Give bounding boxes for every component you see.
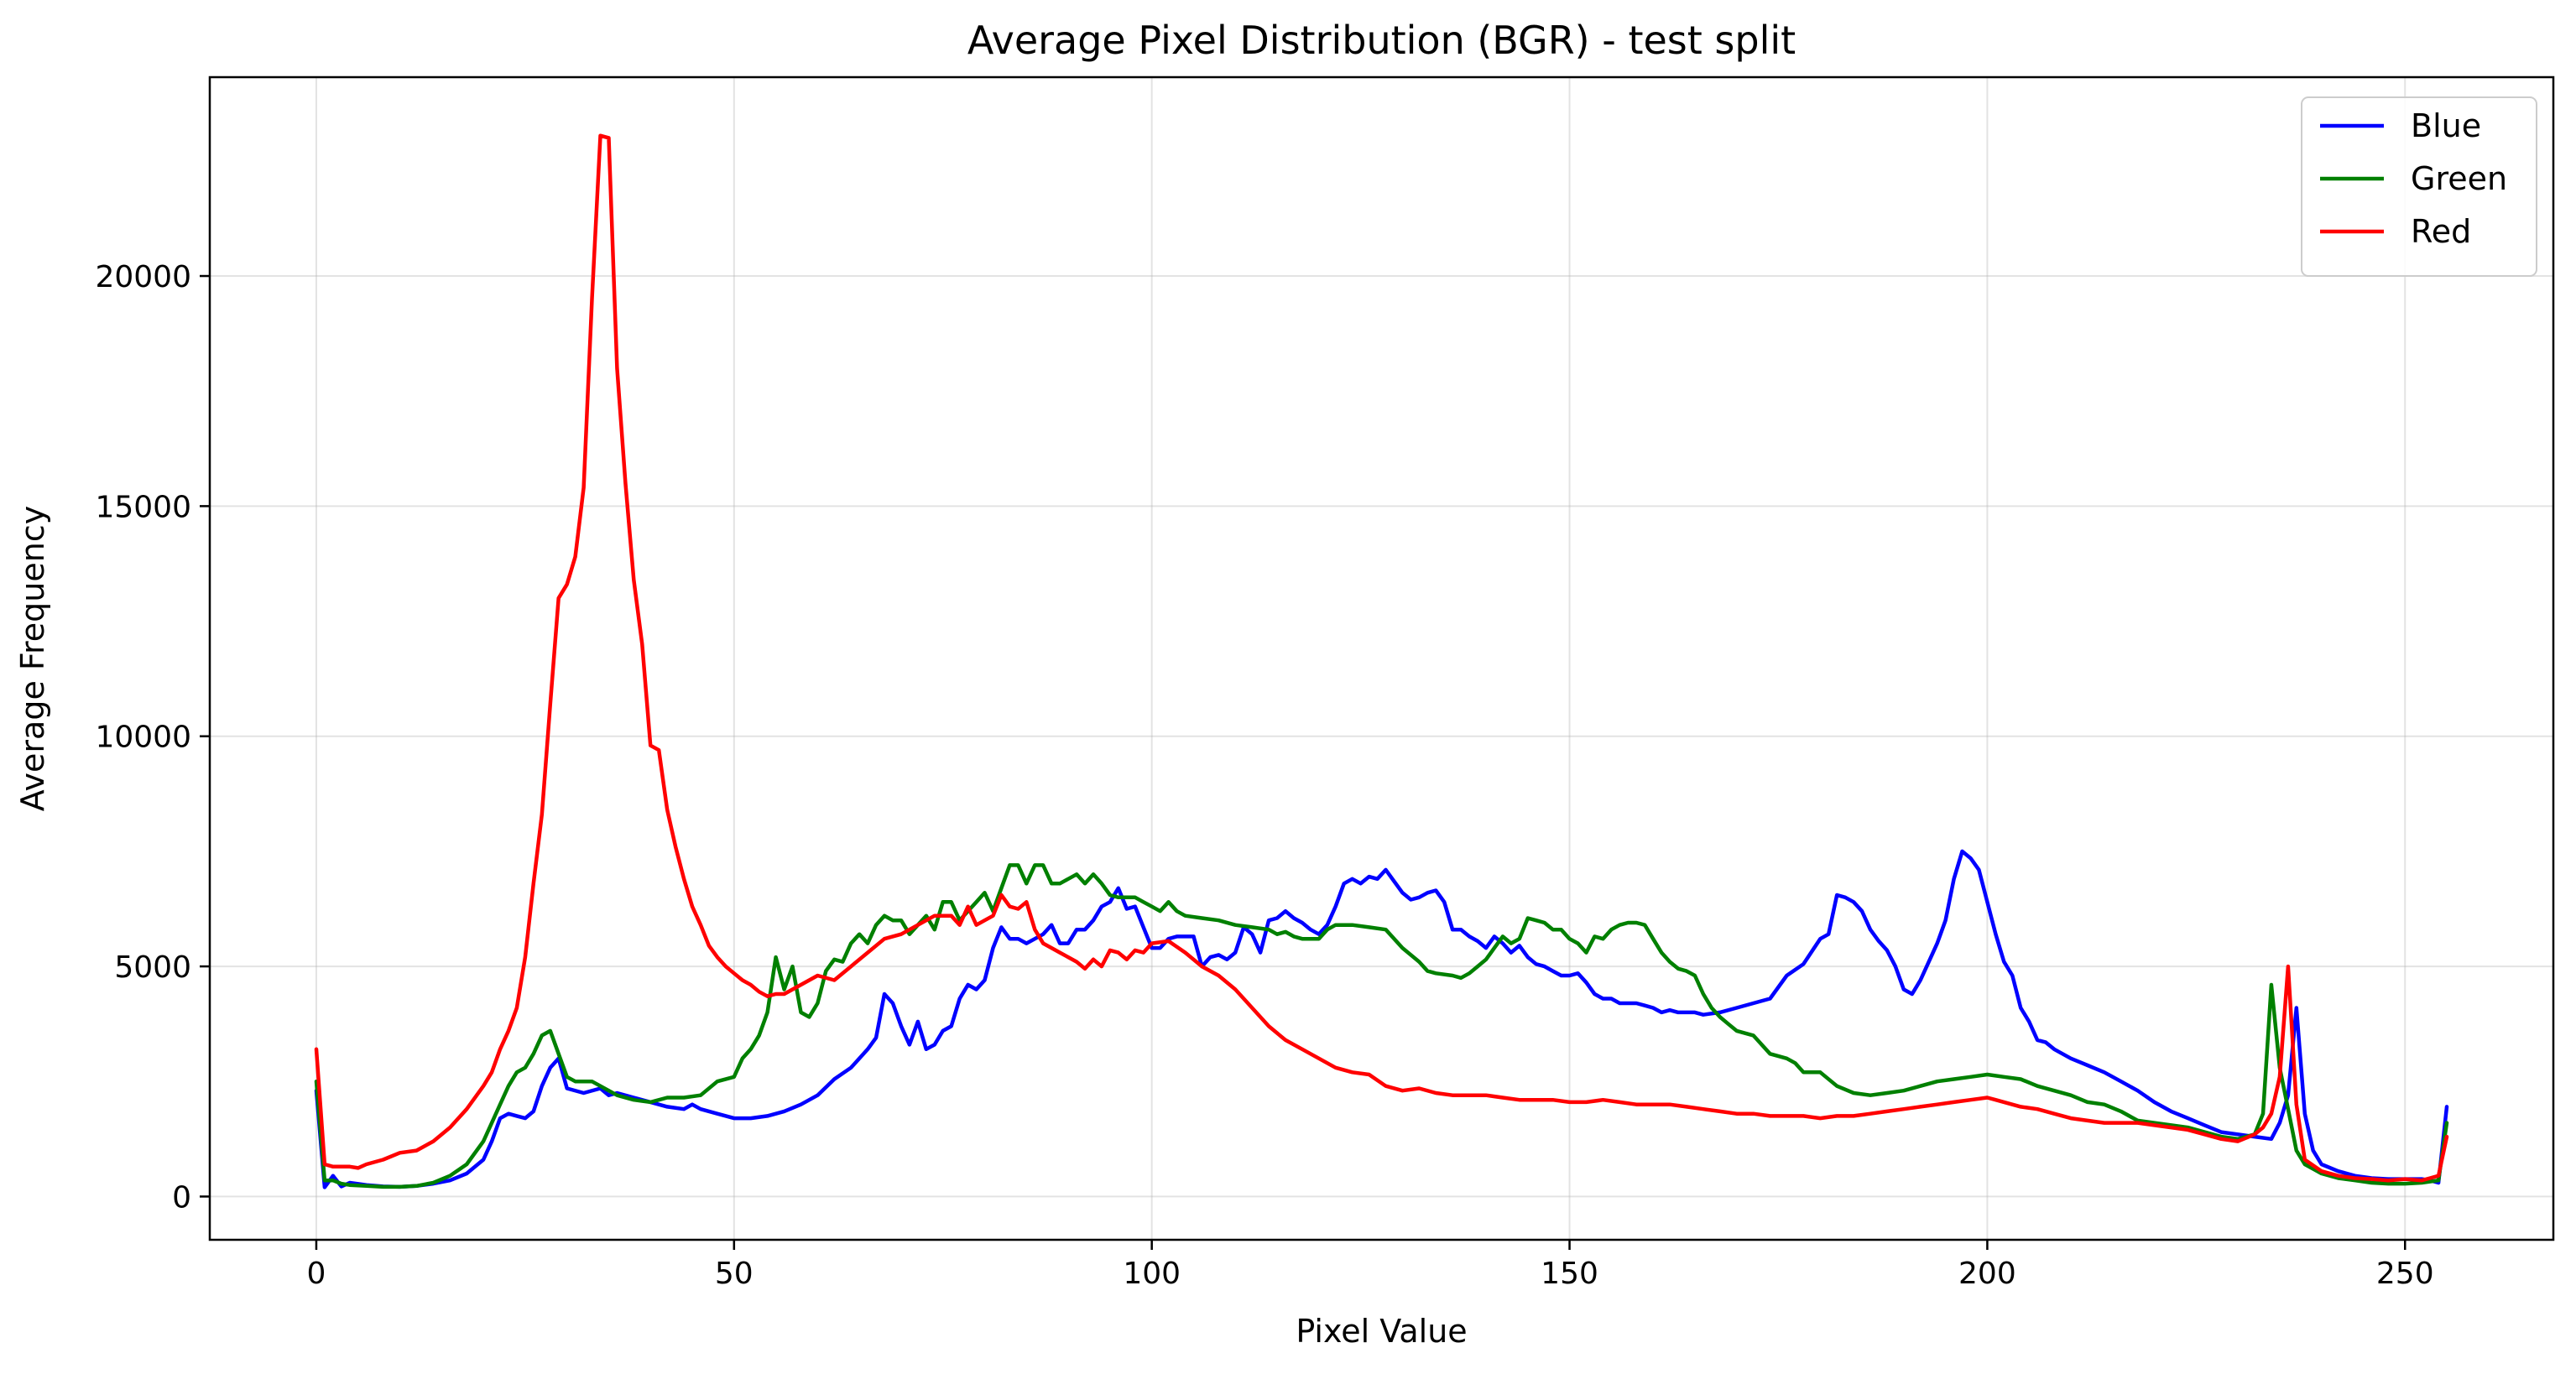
plot-frame (208, 75, 2555, 1241)
x-tick-label: 100 (1123, 1257, 1181, 1291)
x-tick-label: 150 (1541, 1257, 1598, 1291)
series-line-blue (314, 849, 2449, 1189)
y-tick-label: 10000 (95, 721, 191, 755)
x-axis-label: Pixel Value (1296, 1313, 1467, 1350)
series-line-red (314, 133, 2449, 1183)
y-tick-label: 0 (172, 1180, 191, 1215)
chart-title: Average Pixel Distribution (BGR) - test … (967, 18, 1796, 63)
x-tick-label: 50 (715, 1257, 754, 1291)
legend-label-blue: Blue (2411, 107, 2481, 144)
y-tick-label: 15000 (95, 490, 191, 524)
x-tick-label: 0 (307, 1257, 326, 1291)
x-tick-label: 200 (1958, 1257, 2016, 1291)
legend-label-green: Green (2411, 160, 2507, 197)
axis-ticks: 0 50 100 150 200 250 0 5000 10000 15000 20000 (95, 260, 2433, 1291)
y-tick-label: 20000 (95, 260, 191, 294)
legend: Blue Green Red (2301, 96, 2537, 277)
y-axis-label: Average Frequency (14, 506, 51, 811)
x-tick-label: 250 (2376, 1257, 2434, 1291)
series-lines (314, 133, 2449, 1189)
y-tick-label: 5000 (114, 950, 191, 985)
series-line-green (314, 863, 2449, 1189)
legend-label-red: Red (2411, 213, 2471, 250)
